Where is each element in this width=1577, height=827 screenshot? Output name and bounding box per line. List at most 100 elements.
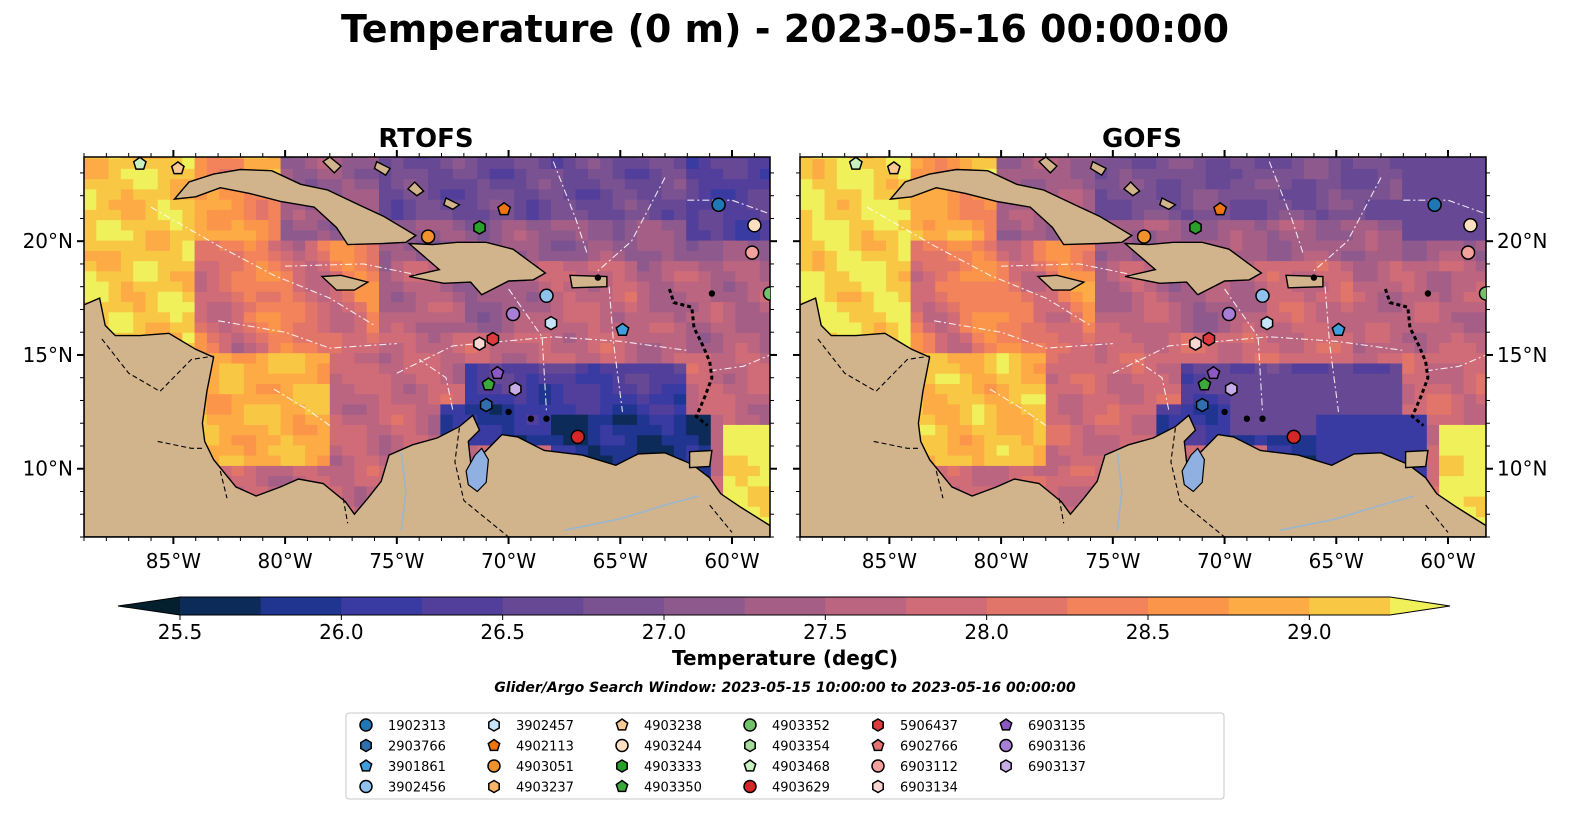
field-cell [108, 301, 122, 313]
field-cell [759, 188, 770, 200]
field-cell [1353, 157, 1366, 159]
field-cell [1144, 158, 1157, 169]
field-cell [1156, 168, 1170, 180]
field-cell [1181, 301, 1194, 313]
float-marker-3902457 [1260, 315, 1274, 331]
field-cell [1426, 281, 1440, 292]
field-cell [723, 352, 736, 364]
field-cell [1279, 219, 1293, 231]
field-cell [256, 475, 269, 487]
field-cell [1242, 281, 1256, 292]
field-cell [305, 322, 319, 333]
field-cell [1119, 291, 1133, 303]
field-cell [1451, 475, 1465, 487]
field-cell [428, 332, 441, 343]
field-cell [1439, 403, 1452, 415]
field-cell [415, 178, 429, 190]
field-cell [1230, 281, 1243, 292]
field-cell [1156, 322, 1170, 333]
field-cell [256, 485, 269, 497]
field-cell [1008, 352, 1022, 364]
map-frame [83, 156, 771, 538]
field-cell [1119, 403, 1133, 415]
field-cell [1033, 434, 1047, 446]
field-cell [1058, 465, 1071, 477]
figure-title: Temperature (0 m) - 2023-05-16 00:00:00 [341, 7, 1229, 51]
field-cell [551, 291, 564, 303]
field-cell [1021, 403, 1035, 415]
field-cell [231, 373, 245, 384]
field-cell [836, 219, 850, 231]
field-cell [637, 311, 650, 323]
field-cell [723, 229, 736, 241]
field-cell [1316, 178, 1330, 190]
field-cell [1254, 301, 1268, 313]
field-cell [686, 342, 700, 354]
field-cell [1353, 393, 1366, 405]
field-cell [145, 291, 159, 303]
field-cell [1242, 373, 1256, 384]
field-cell [1328, 383, 1342, 395]
field-cell [1389, 157, 1403, 159]
field-cell [1353, 301, 1366, 313]
field-cell [1426, 352, 1440, 364]
field-cell [1058, 301, 1071, 313]
field-cell [538, 240, 552, 251]
field-cell [1021, 362, 1035, 374]
field-cell [317, 342, 331, 354]
field-cell [637, 178, 650, 190]
field-cell [1303, 250, 1317, 262]
field-cell [206, 291, 220, 303]
field-cell [329, 475, 343, 487]
field-cell [759, 393, 770, 405]
field-cell [1144, 188, 1157, 200]
field-cell [84, 219, 97, 231]
field-cell [1119, 342, 1133, 354]
field-cell [403, 383, 417, 395]
field-cell [612, 178, 626, 190]
field-cell [959, 444, 973, 456]
field-cell [996, 199, 1010, 210]
field-cell [996, 342, 1010, 354]
boundary-line [285, 263, 420, 276]
field-cell [972, 414, 985, 425]
field-cell [1058, 414, 1071, 425]
field-cell [538, 362, 552, 374]
field-cell [1377, 342, 1391, 354]
field-cell [551, 362, 564, 374]
field-cell [1217, 158, 1231, 169]
field-cell [133, 291, 147, 303]
field-cell [836, 240, 850, 251]
field-cell [1451, 270, 1465, 282]
field-cell [735, 393, 749, 405]
field-cell [1205, 158, 1219, 169]
field-cell [96, 260, 110, 272]
y-tick-label: 10°N [23, 457, 73, 481]
field-cell [800, 260, 813, 272]
field-cell [959, 485, 973, 497]
field-cell [563, 424, 577, 436]
field-cell [1217, 332, 1231, 343]
float-markers-rtofs [132, 157, 770, 445]
field-cell [587, 158, 601, 169]
field-cell [1205, 199, 1219, 210]
field-cell [1353, 362, 1366, 374]
field-cell [280, 281, 294, 292]
field-cell [84, 270, 97, 282]
field-cell [972, 485, 985, 497]
field-cell [996, 465, 1010, 477]
field-cell [935, 424, 949, 436]
field-cell [256, 158, 269, 169]
field-cell [1414, 219, 1428, 231]
field-cell [910, 311, 924, 323]
field-cell [243, 260, 257, 272]
field-cell [935, 383, 949, 395]
field-cell [1082, 158, 1096, 169]
field-cell [1439, 270, 1452, 282]
field-cell [861, 250, 875, 262]
field-cell [243, 434, 257, 446]
field-cell [1402, 240, 1416, 251]
legend-label: 3902457 [516, 719, 574, 734]
field-cell [935, 209, 949, 221]
country-border [454, 427, 509, 537]
